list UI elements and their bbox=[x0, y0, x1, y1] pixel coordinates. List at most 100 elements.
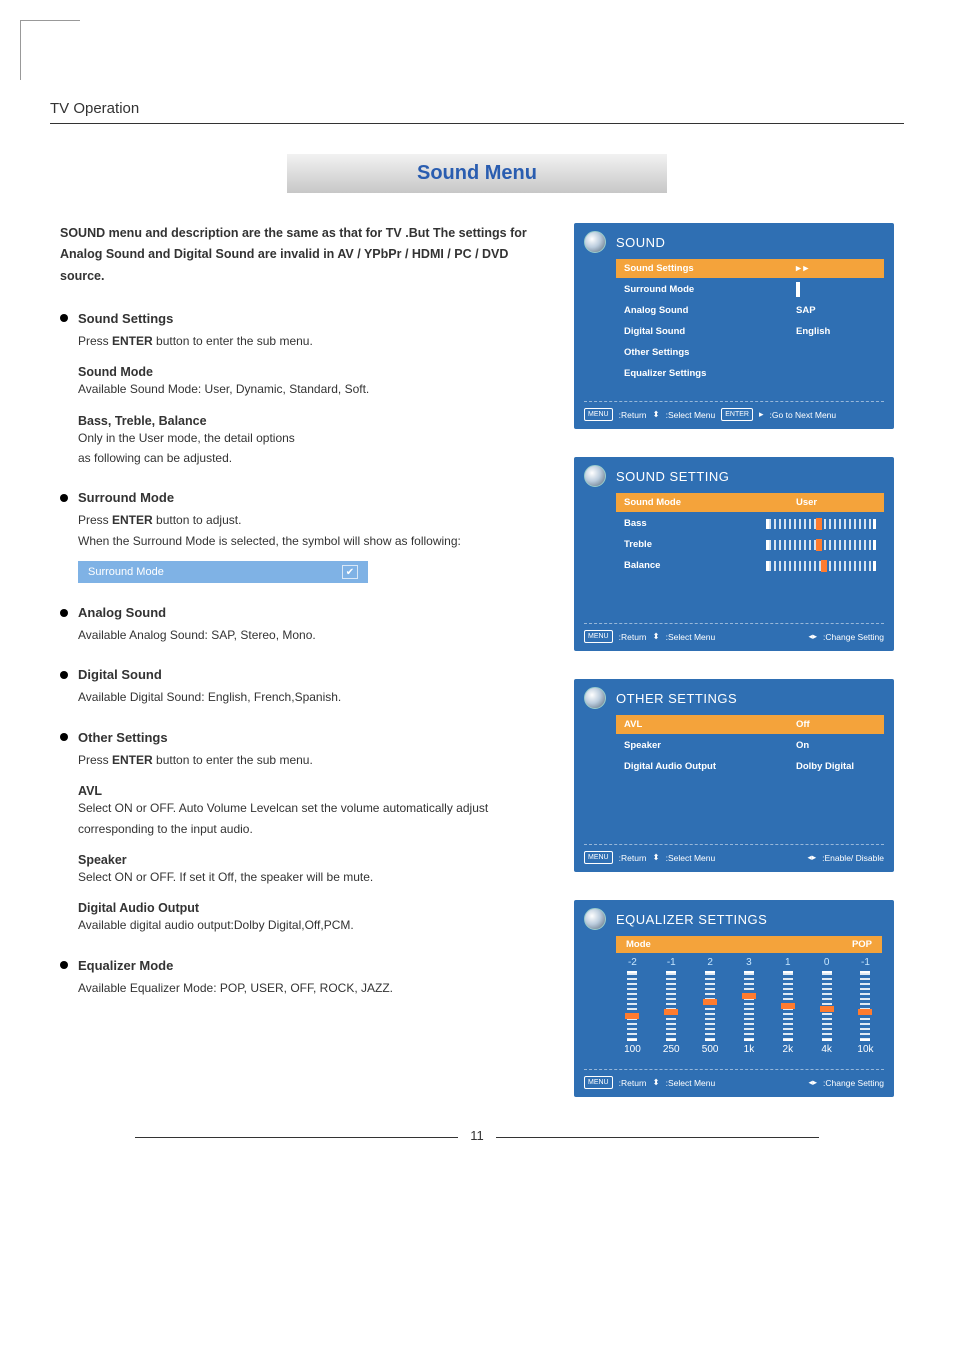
right-icon: ▸ bbox=[759, 409, 764, 420]
updown-icon: ⬍ bbox=[653, 1077, 660, 1088]
osd-row-label: Treble bbox=[624, 539, 652, 550]
slider[interactable] bbox=[766, 540, 876, 550]
osd-row[interactable]: Surround Mode bbox=[616, 280, 884, 299]
eq-band-value: 2 bbox=[707, 957, 713, 968]
osd-row-value: ▸ ▸ bbox=[796, 263, 876, 274]
foot-return: :Return bbox=[619, 632, 647, 642]
osd-sound: SOUND Sound Settings▸ ▸ Surround Mode Anal… bbox=[574, 223, 894, 429]
eq-band[interactable]: -2100 bbox=[616, 957, 648, 1055]
osd-icon bbox=[584, 231, 606, 253]
leftright-icon: ◂▸ bbox=[808, 631, 817, 642]
osd-row-label: Other Settings bbox=[624, 347, 689, 358]
slider[interactable] bbox=[766, 519, 876, 529]
menu-btn-icon: MENU bbox=[584, 851, 613, 864]
eq-band-freq: 2k bbox=[783, 1044, 794, 1055]
foot-select: :Select Menu bbox=[666, 632, 716, 642]
bullet-icon bbox=[60, 671, 68, 679]
osd-icon bbox=[584, 908, 606, 930]
osd-row-value: SAP bbox=[796, 305, 876, 316]
eq-band[interactable]: 31k bbox=[733, 957, 765, 1055]
osd-row[interactable]: Sound Settings▸ ▸ bbox=[616, 259, 884, 278]
page-banner: Sound Menu bbox=[287, 154, 667, 193]
desc-pre: Press bbox=[78, 334, 112, 348]
eq-band[interactable]: 2 500 bbox=[694, 957, 726, 1055]
eq-thumb bbox=[664, 1009, 678, 1015]
eq-band-freq: 250 bbox=[663, 1044, 680, 1055]
osd-row-label: Digital Sound bbox=[624, 326, 685, 337]
eq-thumb bbox=[781, 1003, 795, 1009]
eq-band[interactable]: 12k bbox=[772, 957, 804, 1055]
osd-title: SOUND bbox=[616, 235, 665, 250]
eq-thumb bbox=[742, 993, 756, 999]
osd-footer: MENU :Return ⬍ :Select Menu ENTER ▸ :Go … bbox=[574, 402, 894, 429]
osd-row-value: Off bbox=[796, 719, 876, 730]
osd-row-value: User bbox=[796, 497, 876, 508]
desc-post: button to enter the sub menu. bbox=[153, 753, 313, 767]
osd-row[interactable]: Sound Mode User bbox=[616, 493, 884, 512]
desc-pre: Press bbox=[78, 753, 112, 767]
bullet-icon bbox=[60, 314, 68, 322]
section-title: TV Operation bbox=[50, 100, 904, 124]
osd-row-label: Analog Sound bbox=[624, 305, 688, 316]
item-eq: Equalizer Mode Available Equalizer Mode:… bbox=[60, 958, 544, 998]
item-title: Other Settings bbox=[78, 730, 168, 745]
sub-sound-mode-title: Sound Mode bbox=[78, 365, 544, 379]
bullet-icon bbox=[60, 961, 68, 969]
leftright-icon: ◂▸ bbox=[808, 852, 817, 863]
eq-slider[interactable] bbox=[783, 971, 793, 1041]
eq-band-freq: 500 bbox=[702, 1044, 719, 1055]
osd-row[interactable]: AVLOff bbox=[616, 715, 884, 734]
sub-speaker-desc: Select ON or OFF. If set it Off, the spe… bbox=[78, 867, 544, 887]
foot-return: :Return bbox=[619, 410, 647, 420]
eq-mode-val: POP bbox=[852, 939, 872, 950]
eq-slider[interactable] bbox=[666, 971, 676, 1041]
item-title: Digital Sound bbox=[78, 667, 162, 682]
eq-slider[interactable] bbox=[822, 971, 832, 1041]
eq-slider[interactable] bbox=[744, 971, 754, 1041]
digital-desc: Available Digital Sound: English, French… bbox=[78, 687, 544, 707]
osd-row[interactable]: Analog Sound SAP bbox=[616, 301, 884, 320]
item-surround: Surround Mode Press ENTER button to adju… bbox=[60, 490, 544, 583]
osd-row[interactable]: Other Settings bbox=[616, 343, 884, 362]
osd-row-label: Balance bbox=[624, 560, 660, 571]
osd-row[interactable]: Digital SoundEnglish bbox=[616, 322, 884, 341]
eq-band[interactable]: 04k bbox=[811, 957, 843, 1055]
slider-thumb bbox=[821, 560, 827, 572]
osd-row[interactable]: SpeakerOn bbox=[616, 736, 884, 755]
item-sound-settings: Sound Settings Press ENTER button to ent… bbox=[60, 311, 544, 469]
eq-slider[interactable] bbox=[860, 971, 870, 1041]
eq-mode-label: Mode bbox=[626, 939, 651, 950]
eq-band[interactable]: -1250 bbox=[655, 957, 687, 1055]
slider-thumb bbox=[816, 518, 822, 530]
eq-slider[interactable] bbox=[627, 971, 637, 1041]
eq-mode-row: Mode POP bbox=[616, 936, 882, 953]
desc-bold: ENTER bbox=[112, 334, 153, 348]
eq-band-freq: 100 bbox=[624, 1044, 641, 1055]
item-title: Sound Settings bbox=[78, 311, 173, 326]
osd-row-label: Equalizer Settings bbox=[624, 368, 706, 379]
osd-row[interactable]: Equalizer Settings bbox=[616, 364, 884, 383]
right-column: SOUND Sound Settings▸ ▸ Surround Mode Anal… bbox=[574, 223, 904, 1097]
intro-text: SOUND menu and description are the same … bbox=[60, 223, 544, 287]
osd-row-label: Sound Mode bbox=[624, 497, 681, 508]
slider-thumb bbox=[816, 539, 822, 551]
osd-row-value: On bbox=[796, 740, 876, 751]
item-title: Equalizer Mode bbox=[78, 958, 173, 973]
sub-btb-l1: Only in the User mode, the detail option… bbox=[78, 428, 544, 448]
osd-row[interactable]: Balance bbox=[616, 556, 884, 575]
osd-row[interactable]: Treble bbox=[616, 535, 884, 554]
item-title: Surround Mode bbox=[78, 490, 174, 505]
foot-select: :Select Menu bbox=[666, 410, 716, 420]
slider[interactable] bbox=[766, 561, 876, 571]
osd-footer: MENU :Return ⬍ :Select Menu ◂▸ :Change S… bbox=[574, 1070, 894, 1097]
eq-band[interactable]: -110k bbox=[849, 957, 881, 1055]
osd-icon bbox=[584, 687, 606, 709]
osd-sound-setting: SOUND SETTING Sound Mode User Bass Treble Ba… bbox=[574, 457, 894, 651]
eq-band-value: 3 bbox=[746, 957, 752, 968]
osd-title: SOUND SETTING bbox=[616, 469, 729, 484]
eq-slider[interactable] bbox=[705, 971, 715, 1041]
osd-row[interactable]: Bass bbox=[616, 514, 884, 533]
updown-icon: ⬍ bbox=[653, 852, 660, 863]
leftright-icon: ◂▸ bbox=[808, 1077, 817, 1088]
osd-row[interactable]: Digital Audio OutputDolby Digital bbox=[616, 757, 884, 776]
